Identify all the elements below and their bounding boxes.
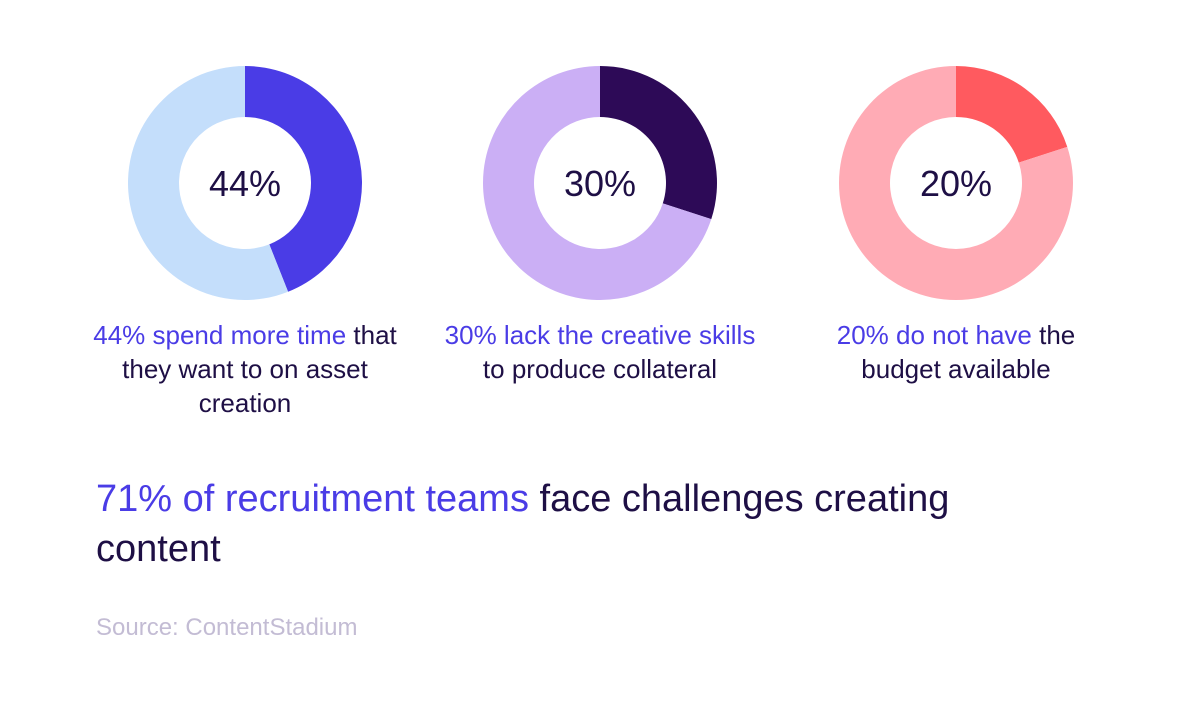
caption-1: 44% spend more time that they want to on…	[85, 318, 405, 420]
caption-2: 30% lack the creative skills to produce …	[440, 318, 760, 386]
donut-3-slice-1	[956, 66, 1068, 163]
donut-1-slice-2	[128, 66, 289, 300]
donut-2-slice-1	[600, 66, 717, 220]
headline: 71% of recruitment teams face challenges…	[96, 474, 996, 574]
caption-2-highlight: 30% lack the creative skills	[444, 320, 756, 350]
donut-1-center-label: 44%	[209, 163, 281, 204]
donut-3-slice-2	[839, 66, 1073, 300]
caption-3: 20% do not have the budget available	[796, 318, 1116, 386]
headline-highlight: 71% of recruitment teams	[96, 478, 529, 520]
donut-2-center-label: 30%	[564, 163, 636, 204]
caption-3-rest: the budget available	[861, 320, 1076, 384]
source-note: Source: ContentStadium	[96, 614, 358, 641]
donut-3-center-label: 20%	[920, 163, 992, 204]
caption-2-rest: to produce collateral	[482, 354, 718, 384]
donut-1-slice-1	[245, 66, 362, 292]
donut-charts-row: 44% 30% 20%	[0, 0, 1200, 300]
caption-1-highlight: 44% spend more time	[93, 320, 347, 350]
donut-charts: 44% 30% 20%	[128, 66, 1073, 300]
donut-2-slice-2	[483, 66, 712, 300]
headline-rest: face challenges creating content	[96, 478, 950, 570]
caption-1-rest: that they want to on asset creation	[122, 320, 397, 418]
caption-3-highlight: 20% do not have	[836, 320, 1032, 350]
